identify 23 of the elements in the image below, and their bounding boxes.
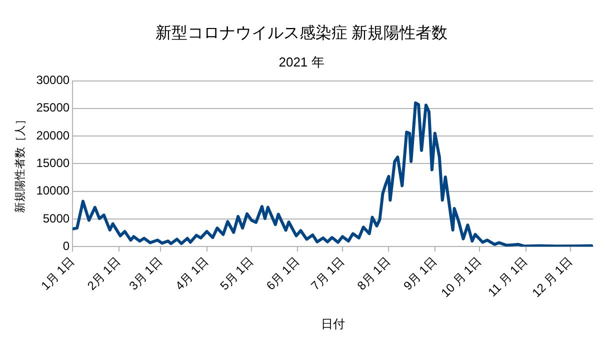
chart-title: 新型コロナウイルス感染症 新規陽性者数 xyxy=(155,24,448,42)
chart-subtitle: 2021 年 xyxy=(278,54,324,70)
x-tick-label: 11 月 1日 xyxy=(485,254,530,300)
y-tick-label: 0 xyxy=(62,238,70,253)
y-tick-label: 30000 xyxy=(36,73,70,88)
x-tick-label: 9月 1日 xyxy=(400,254,440,293)
x-axis-title: 日付 xyxy=(320,317,345,332)
x-tick-label: 10 月 1日 xyxy=(438,254,484,300)
y-tick-label: 5000 xyxy=(42,211,70,226)
y-tick-label: 15000 xyxy=(36,156,70,170)
x-tick-label: 8月 1日 xyxy=(354,254,394,293)
x-tick-label: 5月 1日 xyxy=(217,254,256,293)
y-tick-label: 20000 xyxy=(36,128,70,142)
x-tick-label: 12 月 1日 xyxy=(529,254,576,300)
x-tick-label: 1月 1日 xyxy=(38,254,78,293)
x-tick-label: 6月 1日 xyxy=(264,254,302,293)
x-tick-label: 2月 1日 xyxy=(84,254,124,293)
x-tick-label: 7月 1日 xyxy=(308,254,347,293)
x-tick-label: 3月 1日 xyxy=(126,254,166,293)
y-tick-label: 10000 xyxy=(36,184,70,198)
y-axis-title: 新規陽性者数［人］ xyxy=(14,114,27,214)
y-tick-label: 25000 xyxy=(36,100,70,115)
x-tick-label: 4月 1日 xyxy=(172,254,212,293)
